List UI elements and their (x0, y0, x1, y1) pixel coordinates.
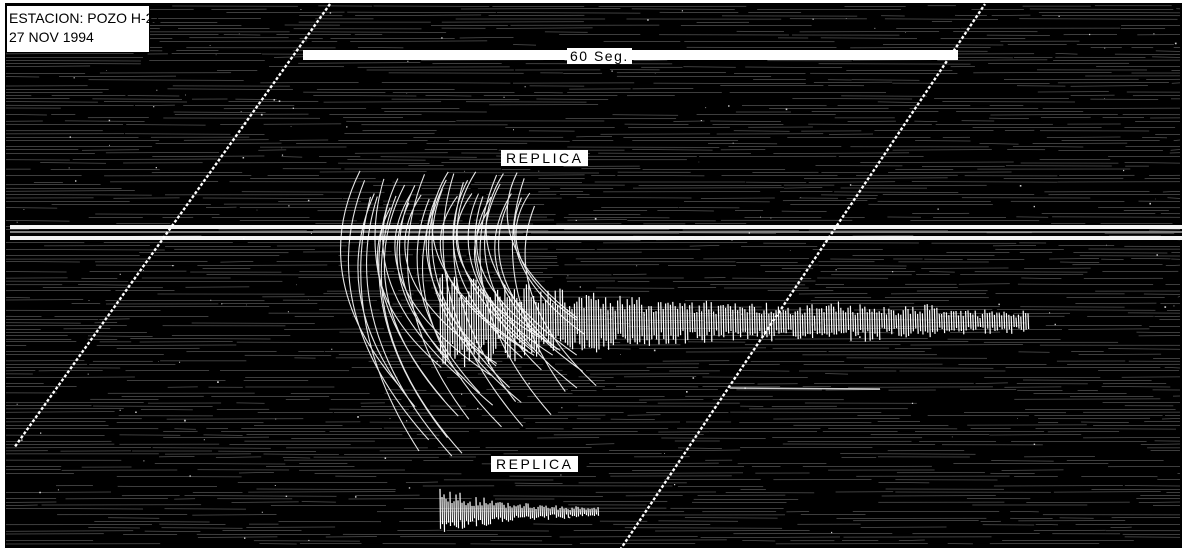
time-scale-label: 60 Seg. (567, 48, 632, 64)
baseline-band-middle (10, 231, 1182, 233)
station-name: ESTACION: POZO H-21 (9, 10, 162, 26)
main-event-coda (439, 273, 1030, 368)
background-trace-lines (5, 5, 1181, 545)
record-date: 27 NOV 1994 (9, 29, 94, 45)
secondary-trace-segment (729, 387, 881, 390)
replica-burst-lower (439, 488, 600, 532)
station-info-box: ESTACION: POZO H-21 27 NOV 1994 (6, 5, 162, 53)
diagonal-timing-mark-2 (619, 3, 986, 550)
baseline-band-lower (10, 236, 1182, 240)
replica-label-bottom: REPLICA (491, 456, 579, 472)
record-background (5, 3, 1182, 548)
replica-label-top: REPLICA (501, 150, 589, 166)
main-event-arcs (340, 170, 597, 457)
baseline-band-upper (10, 225, 1182, 229)
